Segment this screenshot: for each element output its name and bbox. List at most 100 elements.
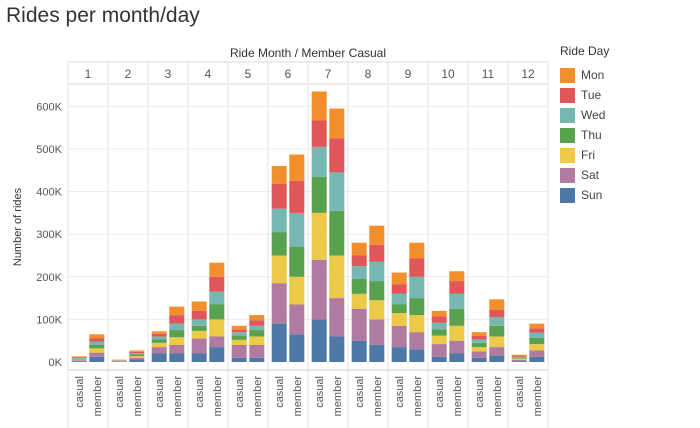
legend-swatch	[560, 147, 575, 163]
bar-segment-6-member-sat	[289, 304, 305, 335]
bar-segment-8-member-thu	[369, 281, 385, 301]
x-tick-label-12-member: member	[532, 376, 544, 417]
bar-segment-10-casual-thu	[431, 329, 447, 336]
bar-segment-10-casual-sun	[431, 356, 447, 362]
bar-segment-3-member-mon	[169, 306, 185, 316]
bar-segment-7-member-thu	[329, 210, 345, 256]
month-header-7: 7	[325, 67, 332, 81]
legend-swatch	[560, 127, 575, 143]
bar-segment-11-member-thu	[489, 325, 505, 337]
bar-segment-11-casual-sat	[471, 351, 487, 358]
legend-swatch	[560, 187, 575, 203]
chart-title: Rides per month/day	[6, 4, 200, 27]
bar-segment-12-casual-wed	[511, 356, 527, 358]
bar-segment-4-member-tue	[209, 276, 225, 292]
bar-segment-4-casual-thu	[191, 325, 207, 331]
bar-segment-10-member-thu	[449, 308, 465, 326]
legend-item-sat[interactable]: Sat	[560, 165, 690, 185]
x-tick-label-5-casual: casual	[234, 376, 246, 408]
bar-segment-6-casual-wed	[271, 208, 287, 233]
bar-segment-1-casual-thu	[71, 358, 87, 360]
bar-segment-7-member-fri	[329, 255, 345, 299]
bar-segment-12-member-sun	[529, 356, 545, 362]
x-tick-label-8-casual: casual	[354, 376, 366, 408]
legend-swatch	[560, 167, 575, 183]
bar-segment-10-member-tue	[449, 281, 465, 294]
x-tick-label-11-casual: casual	[474, 376, 486, 408]
bar-segment-8-casual-sat	[351, 308, 367, 341]
bar-segment-2-member-tue	[129, 351, 145, 354]
legend-item-fri[interactable]: Fri	[560, 145, 690, 165]
x-tick-label-10-casual: casual	[434, 376, 446, 408]
bar-segment-9-member-tue	[409, 258, 425, 277]
bar-segment-6-member-tue	[289, 180, 305, 213]
bar-segment-3-casual-sun	[151, 353, 167, 362]
bar-segment-9-member-thu	[409, 298, 425, 316]
bar-segment-6-casual-sat	[271, 283, 287, 324]
month-header-6: 6	[285, 67, 292, 81]
bar-segment-9-casual-sun	[391, 347, 407, 362]
bar-segment-4-member-fri	[209, 319, 225, 337]
legend-label: Mon	[581, 68, 605, 82]
bar-segment-4-casual-sat	[191, 338, 207, 354]
bar-segment-11-casual-sun	[471, 357, 487, 362]
bar-segment-3-member-sat	[169, 344, 185, 354]
x-tick-label-3-member: member	[172, 376, 184, 417]
bar-segment-1-casual-mon	[71, 356, 87, 358]
legend-item-tue[interactable]: Tue	[560, 85, 690, 105]
legend: Ride Day Mon Tue Wed Thu Fri Sat Sun	[560, 44, 690, 205]
bar-segment-7-member-tue	[329, 138, 345, 173]
legend-label: Tue	[581, 88, 602, 102]
legend-item-sun[interactable]: Sun	[560, 185, 690, 205]
bar-segment-12-member-wed	[529, 332, 545, 338]
bar-segment-1-member-wed	[89, 341, 105, 345]
bar-segment-9-casual-wed	[391, 293, 407, 305]
y-tick-label: 100K	[36, 314, 62, 326]
bar-segment-6-casual-tue	[271, 183, 287, 209]
bar-segment-6-casual-mon	[271, 166, 287, 184]
bar-segment-6-casual-fri	[271, 255, 287, 284]
bar-segment-3-member-sun	[169, 353, 185, 362]
bar-segment-11-member-mon	[489, 299, 505, 311]
legend-swatch	[560, 67, 575, 83]
bar-segment-6-member-fri	[289, 276, 305, 305]
bar-segment-11-casual-fri	[471, 347, 487, 352]
bar-segment-7-casual-sat	[311, 259, 327, 320]
bar-segment-8-member-fri	[369, 300, 385, 320]
bar-segment-6-member-thu	[289, 246, 305, 277]
column-header-title: Ride Month / Member Casual	[230, 46, 386, 60]
bar-segment-10-casual-fri	[431, 335, 447, 345]
bar-segment-3-casual-tue	[151, 333, 167, 337]
legend-item-wed[interactable]: Wed	[560, 105, 690, 125]
month-header-11: 11	[482, 67, 495, 81]
bar-segment-11-casual-mon	[471, 332, 487, 337]
bar-segment-8-casual-tue	[351, 255, 367, 267]
bar-segment-1-casual-tue	[71, 357, 87, 359]
bar-segment-12-member-thu	[529, 337, 545, 345]
bar-segment-3-casual-mon	[151, 331, 167, 334]
legend-item-mon[interactable]: Mon	[560, 65, 690, 85]
bar-segment-4-casual-tue	[191, 310, 207, 320]
bar-segment-8-member-sun	[369, 344, 385, 362]
bar-segment-1-member-sat	[89, 352, 105, 357]
bar-segment-2-member-fri	[129, 356, 145, 358]
legend-label: Sat	[581, 168, 600, 182]
bar-segment-6-casual-sun	[271, 323, 287, 362]
bar-segment-10-member-fri	[449, 325, 465, 341]
bar-segment-7-casual-fri	[311, 212, 327, 260]
bar-segment-11-member-tue	[489, 310, 505, 318]
bar-segment-8-casual-sun	[351, 340, 367, 362]
bar-segment-5-casual-fri	[231, 339, 247, 345]
bar-segment-12-casual-sun	[511, 361, 527, 362]
bar-segment-7-member-wed	[329, 172, 345, 211]
legend-title: Ride Day	[560, 44, 610, 58]
legend-item-thu[interactable]: Thu	[560, 125, 690, 145]
month-header-2: 2	[125, 67, 132, 81]
bar-segment-1-member-thu	[89, 344, 105, 349]
bar-segment-12-member-mon	[529, 323, 545, 329]
bar-segment-2-member-mon	[129, 350, 145, 352]
bar-segment-3-member-wed	[169, 323, 185, 331]
bar-segment-2-member-thu	[129, 354, 145, 357]
bar-segment-10-casual-wed	[431, 322, 447, 330]
bar-segment-6-member-sun	[289, 334, 305, 362]
